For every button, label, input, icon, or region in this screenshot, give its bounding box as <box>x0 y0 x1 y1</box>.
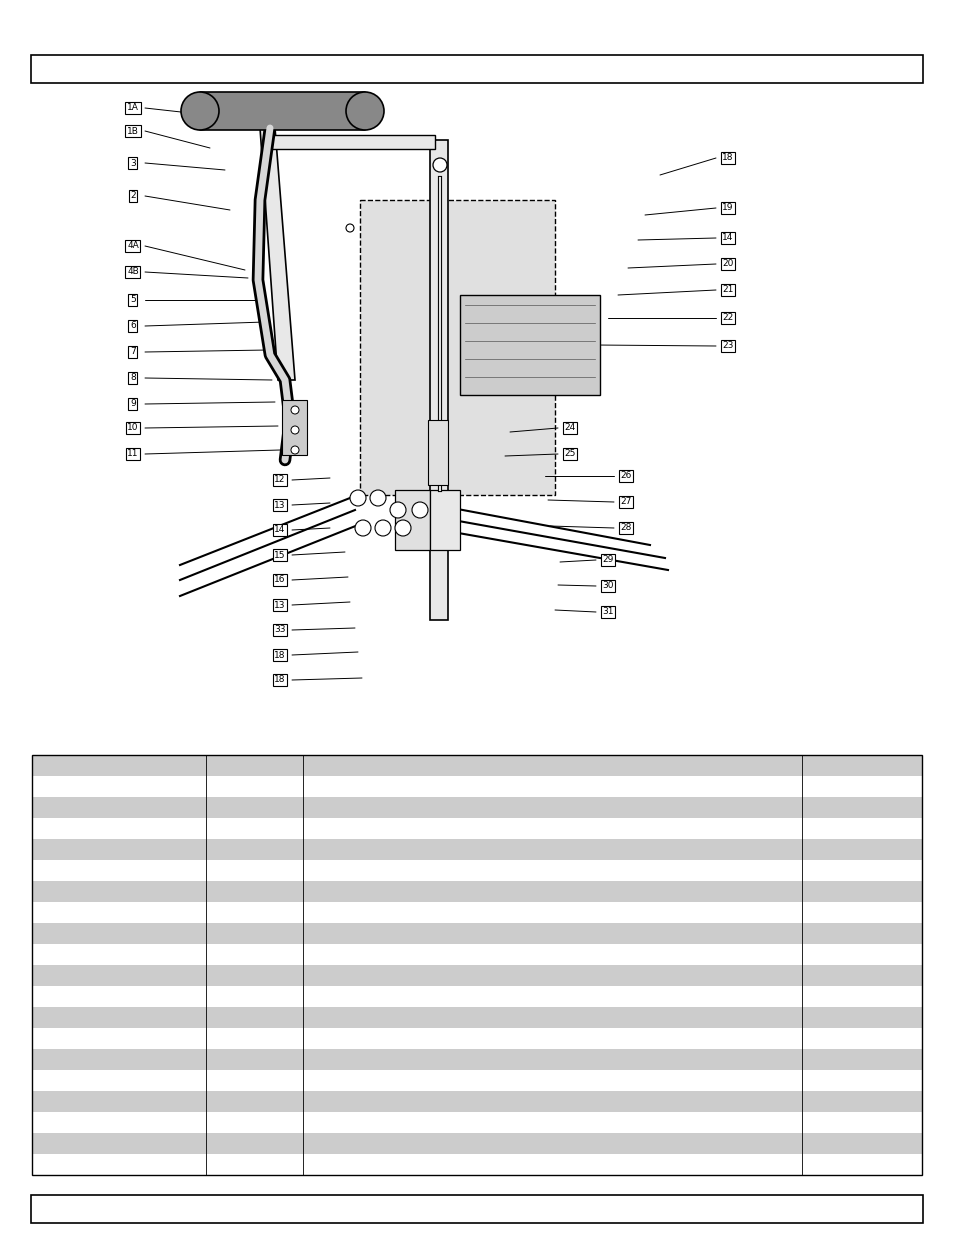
Text: 24: 24 <box>564 424 575 433</box>
Bar <box>32 1091 921 1112</box>
Text: 5: 5 <box>130 295 135 304</box>
Bar <box>31 1195 922 1222</box>
Text: 23: 23 <box>721 341 733 351</box>
Text: 22: 22 <box>721 314 733 323</box>
Text: 18: 18 <box>274 650 286 660</box>
Text: 33: 33 <box>274 625 286 634</box>
Bar <box>428 420 448 485</box>
Circle shape <box>412 502 428 518</box>
Text: 26: 26 <box>619 471 631 481</box>
Text: 4A: 4A <box>127 241 139 251</box>
Text: 3: 3 <box>130 158 135 168</box>
Bar <box>430 489 459 550</box>
Bar <box>359 200 555 494</box>
Circle shape <box>390 502 406 518</box>
Text: 21: 21 <box>721 286 733 294</box>
Text: 6: 6 <box>130 321 135 330</box>
Text: 4B: 4B <box>127 267 139 277</box>
Text: 14: 14 <box>274 525 285 534</box>
Text: 18: 18 <box>274 676 286 685</box>
Text: 31: 31 <box>601 608 613 617</box>
Bar <box>32 1154 921 1175</box>
Text: 9: 9 <box>130 399 135 409</box>
Text: 28: 28 <box>619 524 631 533</box>
Circle shape <box>291 446 298 454</box>
Bar <box>32 755 921 776</box>
Bar <box>31 54 922 83</box>
Bar <box>32 1028 921 1049</box>
Text: 15: 15 <box>274 550 286 560</box>
Circle shape <box>370 489 386 506</box>
Text: 14: 14 <box>721 234 733 242</box>
Bar <box>32 986 921 1007</box>
Bar <box>32 797 921 818</box>
Text: 1A: 1A <box>127 104 139 112</box>
Text: 18: 18 <box>721 153 733 162</box>
Text: 10: 10 <box>127 424 138 433</box>
Bar <box>282 400 307 455</box>
Bar <box>32 1133 921 1154</box>
Bar <box>32 776 921 797</box>
Bar <box>32 818 921 839</box>
Bar <box>32 1070 921 1091</box>
Bar <box>32 1112 921 1133</box>
Bar <box>200 91 365 130</box>
Text: 11: 11 <box>127 450 138 459</box>
Ellipse shape <box>346 91 384 130</box>
Circle shape <box>291 405 298 414</box>
Bar <box>32 755 921 1175</box>
Circle shape <box>375 520 391 536</box>
Circle shape <box>433 158 447 172</box>
Text: 7: 7 <box>130 347 135 356</box>
Text: 25: 25 <box>564 450 575 459</box>
Circle shape <box>350 489 366 506</box>
Bar <box>459 295 599 396</box>
Bar <box>395 489 430 550</box>
Bar <box>32 839 921 860</box>
Polygon shape <box>260 129 294 379</box>
Text: 2: 2 <box>130 192 135 200</box>
Text: 19: 19 <box>721 204 733 213</box>
Bar <box>32 902 921 923</box>
Bar <box>32 860 921 881</box>
Bar <box>32 881 921 902</box>
Text: 30: 30 <box>601 581 613 591</box>
Bar <box>32 1049 921 1070</box>
Text: 1B: 1B <box>127 126 139 136</box>
Circle shape <box>291 426 298 434</box>
Text: 8: 8 <box>130 373 135 382</box>
Bar <box>32 923 921 944</box>
Ellipse shape <box>181 91 219 130</box>
Bar <box>32 1007 921 1028</box>
Bar <box>32 965 921 986</box>
Bar <box>32 944 921 965</box>
Circle shape <box>355 520 371 536</box>
Text: 16: 16 <box>274 576 286 585</box>
Polygon shape <box>430 140 448 620</box>
Circle shape <box>395 520 411 536</box>
Bar <box>32 83 921 738</box>
Text: 12: 12 <box>274 476 285 485</box>
Bar <box>270 135 435 150</box>
Text: 29: 29 <box>601 555 613 565</box>
Text: 20: 20 <box>721 260 733 268</box>
Text: 27: 27 <box>619 498 631 507</box>
Text: 13: 13 <box>274 501 286 509</box>
Text: 13: 13 <box>274 601 286 609</box>
Circle shape <box>346 224 354 232</box>
